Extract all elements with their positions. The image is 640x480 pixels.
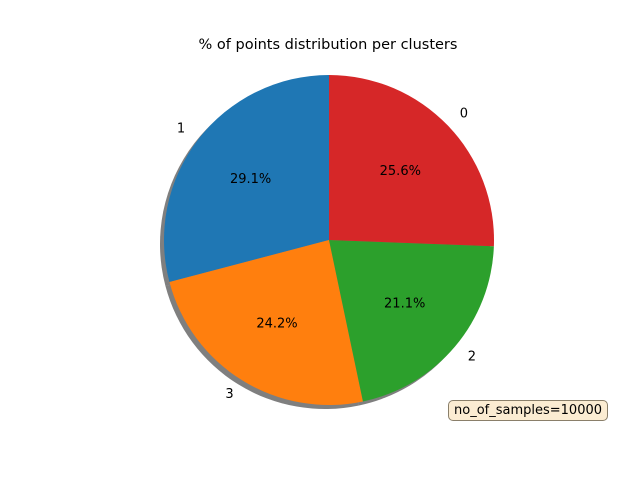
pie-slice-2 [329, 240, 494, 402]
slice-label-3: 3 [225, 387, 233, 402]
pie-slices [163, 75, 494, 406]
sample-count-annotation: no_of_samples=10000 [448, 400, 609, 421]
slice-label-1: 1 [177, 122, 185, 137]
chart-title: % of points distribution per clusters [199, 37, 458, 53]
slice-percent-3: 24.2% [256, 317, 297, 332]
slice-label-2: 2 [468, 350, 476, 365]
pie-slice-3 [169, 240, 363, 406]
pie-labels: 1 29.1% 3 24.2% 2 21.1% 0 25.6% [177, 107, 476, 402]
pie-slice-1 [163, 75, 329, 283]
slice-label-0: 0 [460, 107, 468, 122]
slice-percent-0: 25.6% [380, 164, 421, 179]
pie-slice-0 [329, 75, 494, 247]
slice-percent-1: 29.1% [230, 172, 271, 187]
slice-percent-2: 21.1% [384, 296, 425, 311]
